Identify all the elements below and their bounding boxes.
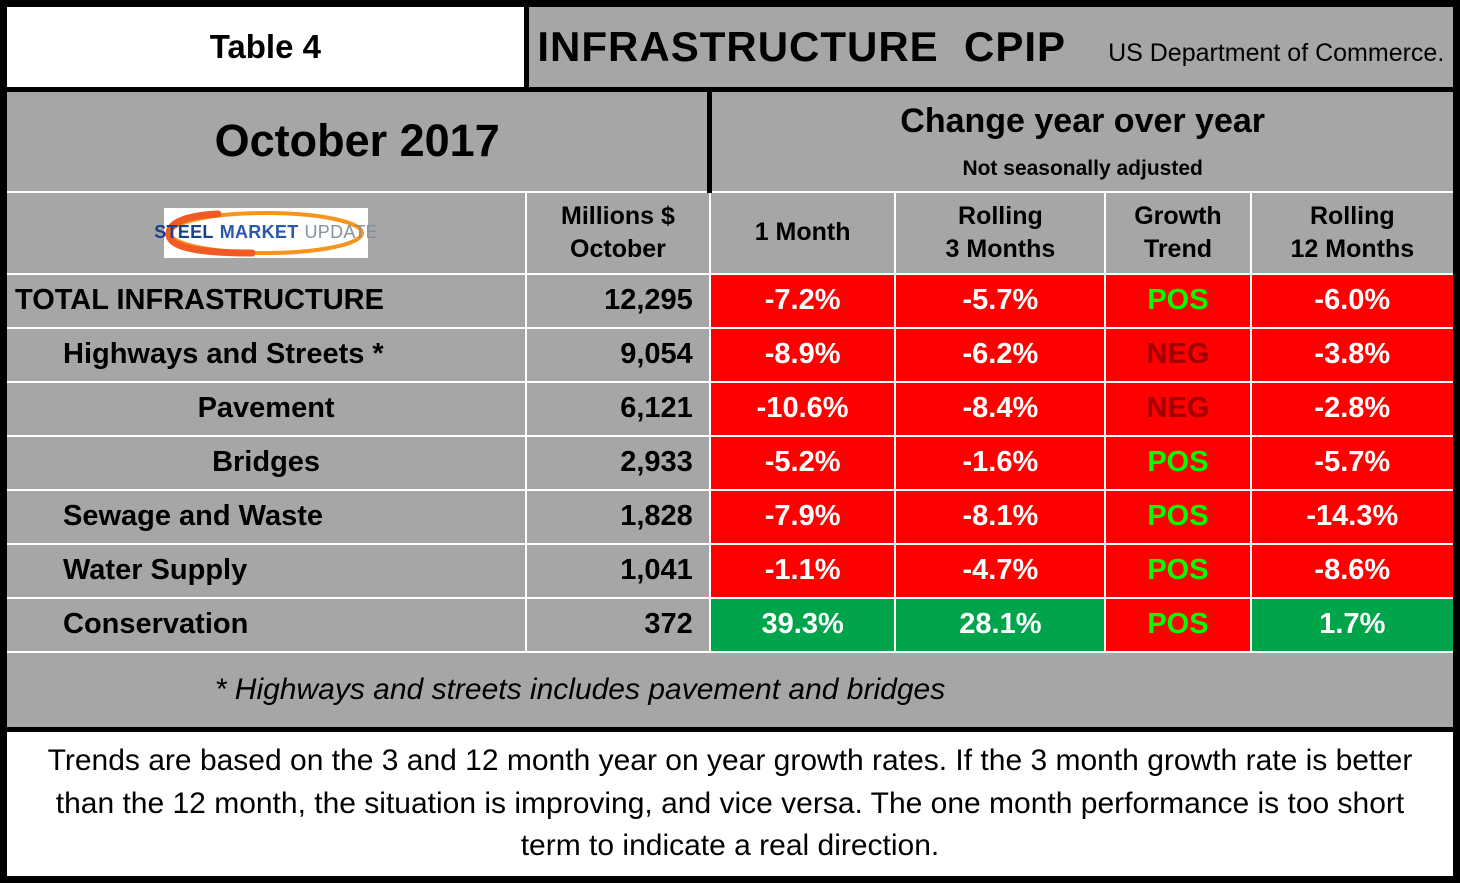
rolling-3-months-cell: -8.1%: [894, 488, 1107, 545]
nsa-subtitle: Not seasonally adjusted: [962, 156, 1203, 180]
col-header-line: Trend: [1143, 234, 1213, 263]
category-cell: Pavement: [2, 380, 528, 437]
growth-trend-cell: POS: [1104, 542, 1252, 599]
col-header-line: 3 Months: [945, 234, 1056, 263]
logo-text-market: MARKET: [219, 222, 299, 242]
growth-trend-cell: POS: [1104, 272, 1252, 329]
table-row: Highways and Streets * 9,054 -8.9% -6.2%…: [2, 326, 1458, 383]
category-cell: Water Supply: [2, 542, 528, 599]
logo-text-update: UPDATE: [304, 222, 378, 242]
rolling-12-months-cell: -2.8%: [1249, 380, 1458, 437]
category-cell: Bridges: [2, 434, 528, 491]
millions-cell: 1,828: [525, 488, 711, 545]
period-label: October 2017: [2, 88, 713, 193]
millions-cell: 372: [525, 596, 711, 653]
table-row: Sewage and Waste 1,828 -7.9% -8.1% POS -…: [2, 488, 1458, 545]
rolling-3-months-cell: -8.4%: [894, 380, 1107, 437]
millions-cell: 2,933: [525, 434, 711, 491]
col-header-1-month: 1 Month: [708, 190, 897, 275]
col-header-line: Millions $: [561, 202, 675, 230]
table-row: Conservation 372 39.3% 28.1% POS 1.7%: [2, 596, 1458, 653]
table-row: TOTAL INFRASTRUCTURE 12,295 -7.2% -5.7% …: [2, 272, 1458, 329]
change-header-cell: Change year over year Not seasonally adj…: [708, 88, 1458, 193]
change-yoy-title: Change year over year: [900, 101, 1266, 140]
rolling-12-months-cell: -14.3%: [1249, 488, 1458, 545]
millions-cell: 1,041: [525, 542, 711, 599]
rolling-12-months-cell: -6.0%: [1249, 272, 1458, 329]
col-header-line: Rolling: [1309, 202, 1395, 230]
table-label: Table 4: [2, 2, 529, 92]
page-title: INFRASTRUCTURE CPIP: [537, 23, 1067, 70]
category-cell: Sewage and Waste: [2, 488, 528, 545]
rolling-12-months-cell: 1.7%: [1249, 596, 1458, 653]
table-row: Bridges 2,933 -5.2% -1.6% POS -5.7%: [2, 434, 1458, 491]
col-header-millions: Millions $ October: [525, 190, 711, 275]
footnote: * Highways and streets includes pavement…: [2, 650, 1458, 732]
growth-trend-cell: POS: [1104, 434, 1252, 491]
growth-trend-cell: POS: [1104, 596, 1252, 653]
one-month-cell: -1.1%: [708, 542, 897, 599]
column-header-row: STEEL MARKET UPDATE Millions $ October 1…: [2, 190, 1458, 275]
growth-trend-cell: NEG: [1104, 326, 1252, 383]
millions-cell: 12,295: [525, 272, 711, 329]
title-cell: INFRASTRUCTURE CPIP US Department of Comm…: [525, 2, 1458, 92]
one-month-cell: -8.9%: [708, 326, 897, 383]
rolling-3-months-cell: -4.7%: [894, 542, 1107, 599]
logo-swoosh-icon: [165, 210, 365, 256]
millions-cell: 9,054: [525, 326, 711, 383]
trend-note: Trends are based on the 3 and 12 month y…: [2, 728, 1458, 881]
logo-text-steel: STEEL: [154, 222, 214, 242]
one-month-cell: 39.3%: [708, 596, 897, 653]
table-row: Water Supply 1,041 -1.1% -4.7% POS -8.6%: [2, 542, 1458, 599]
one-month-cell: -10.6%: [708, 380, 897, 437]
col-header-line: 1 Month: [754, 218, 851, 247]
source-label: US Department of Commerce.: [1108, 39, 1445, 67]
logo-cell: STEEL MARKET UPDATE: [2, 190, 528, 275]
col-header-rolling-3-months: Rolling 3 Months: [894, 190, 1107, 275]
col-header-line: Rolling: [958, 202, 1043, 230]
rolling-3-months-cell: -1.6%: [894, 434, 1107, 491]
category-cell: Conservation: [2, 596, 528, 653]
category-cell: TOTAL INFRASTRUCTURE: [2, 272, 528, 329]
col-header-line: October: [570, 234, 666, 263]
rolling-3-months-cell: 28.1%: [894, 596, 1107, 653]
col-header-line: 12 Months: [1290, 234, 1415, 263]
footnote-row: * Highways and streets includes pavement…: [2, 650, 1458, 732]
category-cell: Highways and Streets *: [2, 326, 528, 383]
rolling-12-months-cell: -3.8%: [1249, 326, 1458, 383]
rolling-12-months-cell: -5.7%: [1249, 434, 1458, 491]
subheader-row: October 2017 Change year over year Not s…: [2, 88, 1458, 193]
table-row: Pavement 6,121 -10.6% -8.4% NEG -2.8%: [2, 380, 1458, 437]
rolling-3-months-cell: -5.7%: [894, 272, 1107, 329]
growth-trend-cell: POS: [1104, 488, 1252, 545]
one-month-cell: -7.9%: [708, 488, 897, 545]
growth-trend-cell: NEG: [1104, 380, 1252, 437]
col-header-rolling-12-months: Rolling 12 Months: [1249, 190, 1458, 275]
note-row: Trends are based on the 3 and 12 month y…: [2, 728, 1458, 881]
one-month-cell: -5.2%: [708, 434, 897, 491]
rolling-12-months-cell: -8.6%: [1249, 542, 1458, 599]
rolling-3-months-cell: -6.2%: [894, 326, 1107, 383]
steel-market-update-logo: STEEL MARKET UPDATE: [154, 207, 378, 258]
one-month-cell: -7.2%: [708, 272, 897, 329]
header-row: Table 4 INFRASTRUCTURE CPIP US Department…: [2, 2, 1458, 92]
col-header-growth-trend: Growth Trend: [1104, 190, 1252, 275]
col-header-line: Growth: [1134, 202, 1222, 230]
millions-cell: 6,121: [525, 380, 711, 437]
